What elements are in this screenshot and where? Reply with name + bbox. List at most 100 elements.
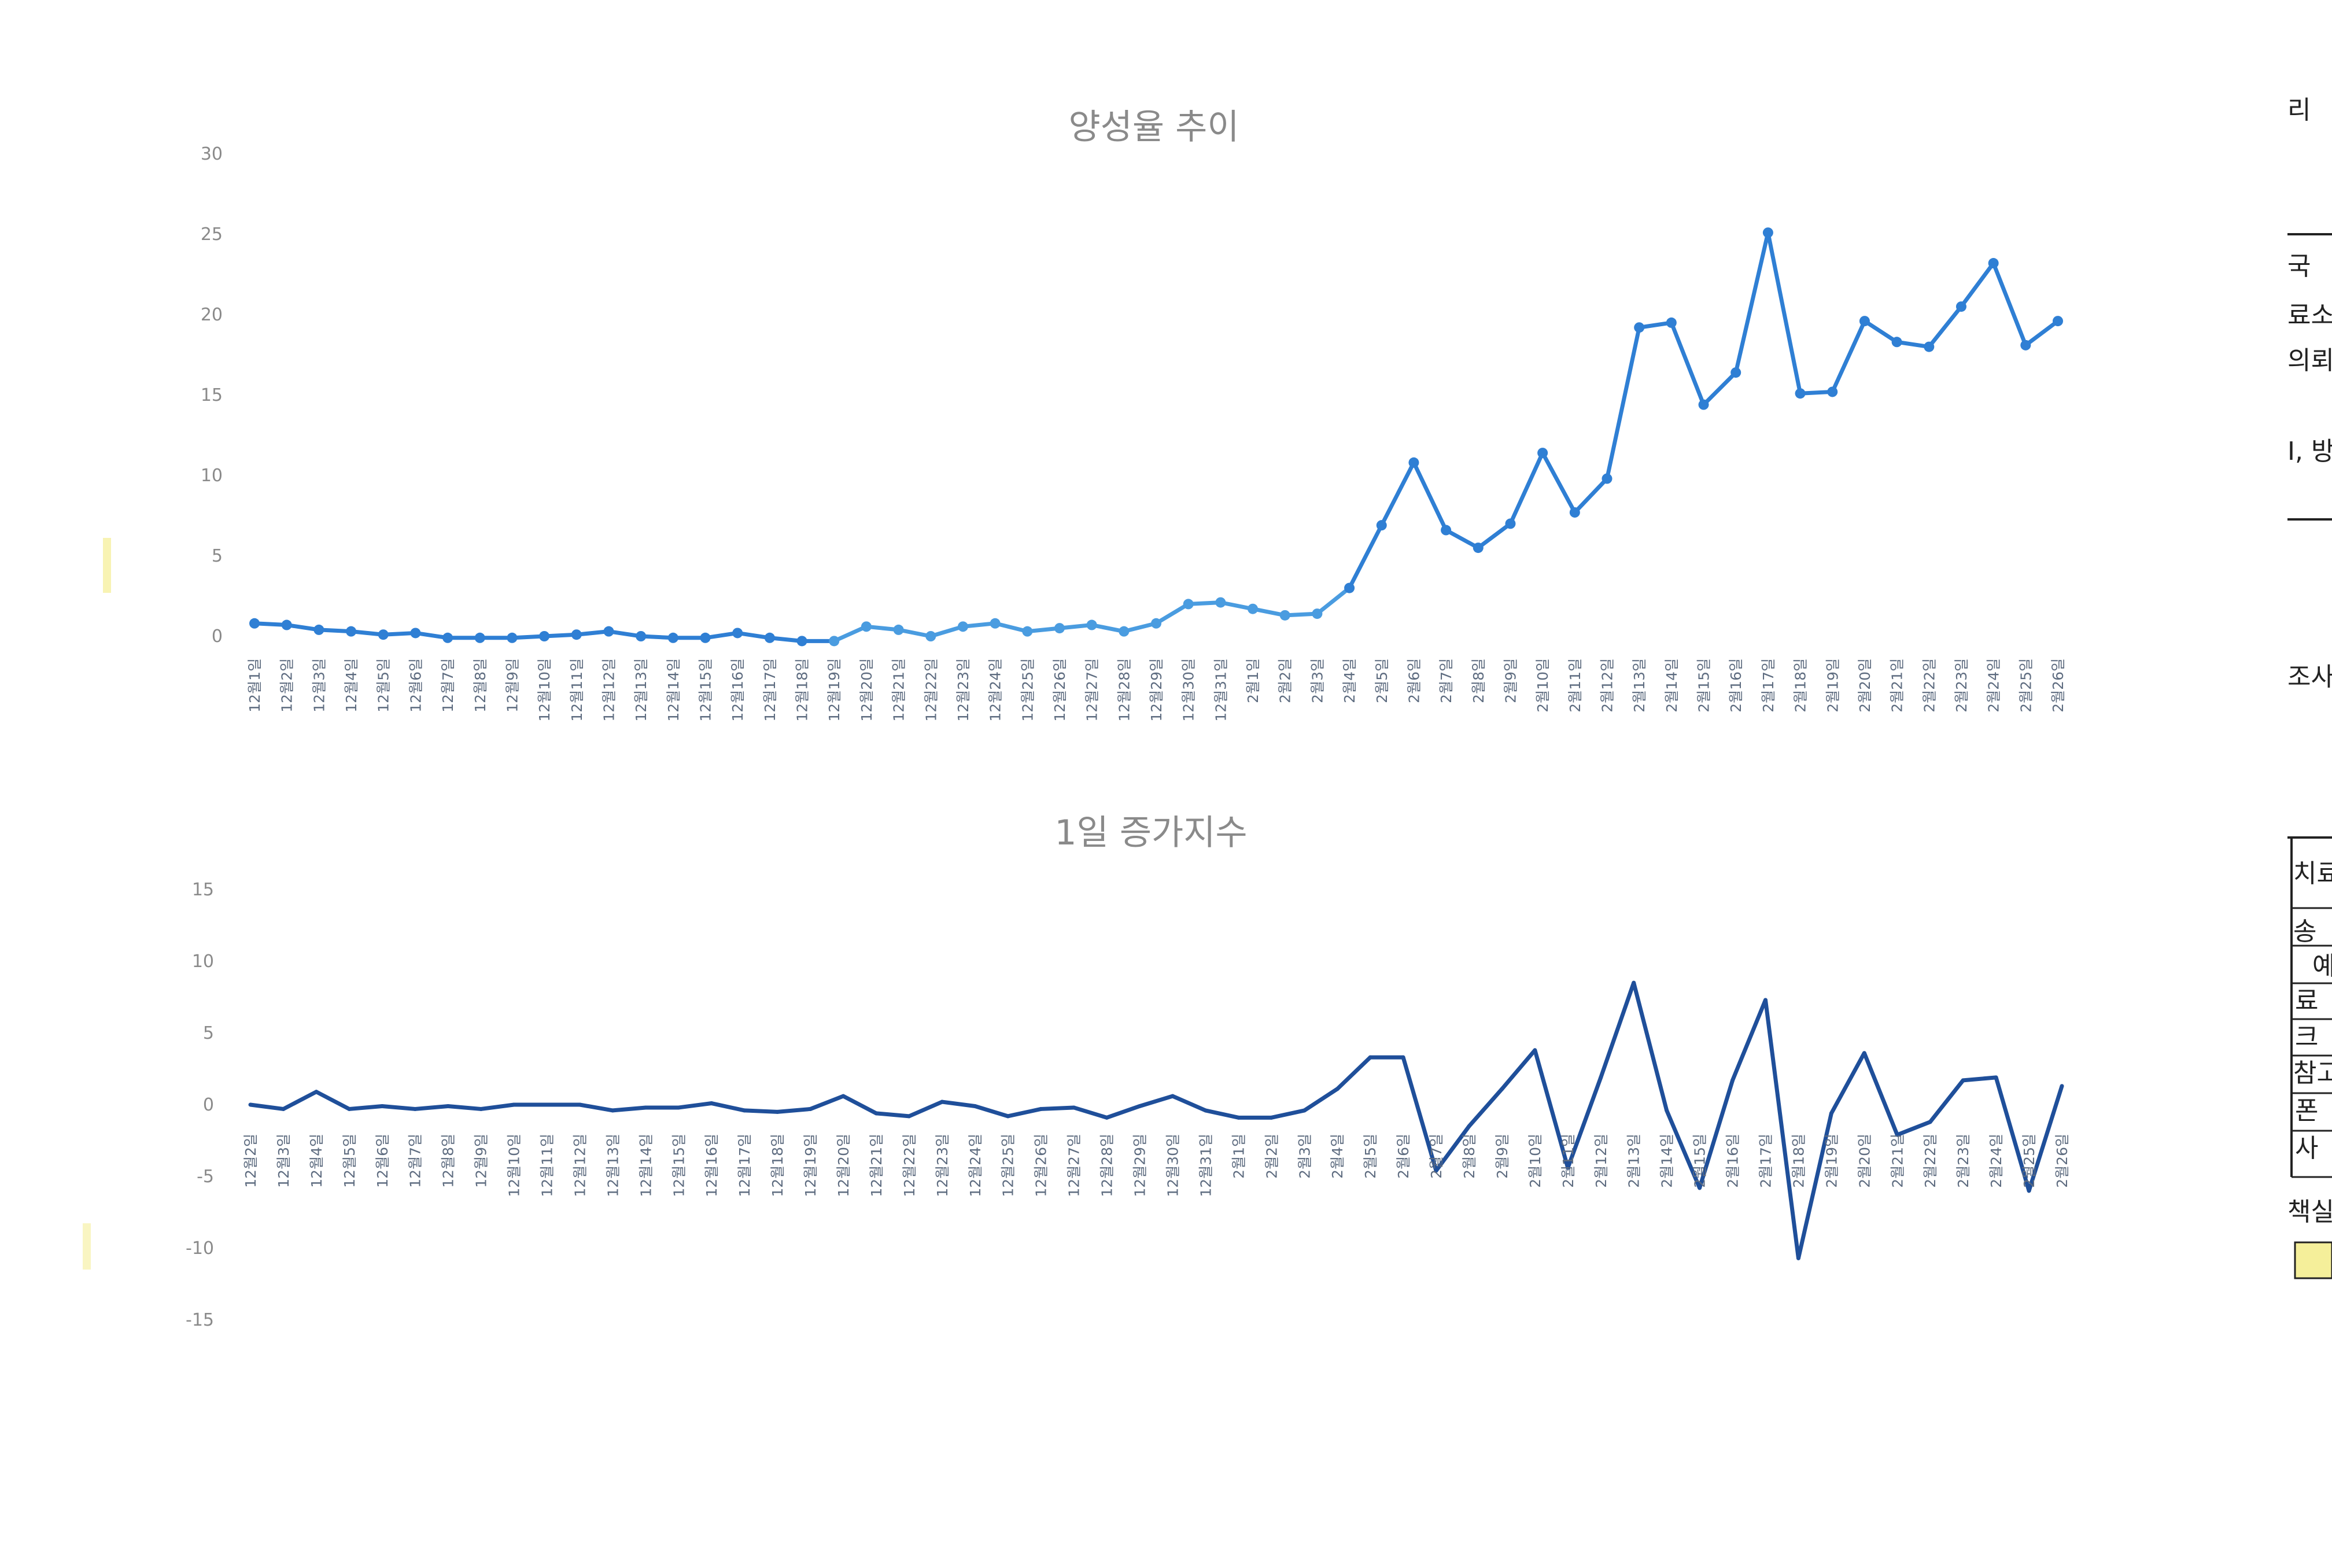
series-line-segment	[1895, 1120, 1932, 1137]
data-point	[1183, 599, 1194, 610]
x-tick-label: 2월26일	[2054, 1134, 2071, 1188]
edge-text: 리	[2287, 95, 2311, 125]
x-tick-label: 2월11일	[1560, 1134, 1577, 1188]
x-tick-label: 12월17일	[736, 1134, 753, 1197]
data-point	[378, 629, 389, 640]
x-tick-label: 12월16일	[729, 658, 746, 722]
series-line-segment	[316, 628, 353, 634]
series-line-segment	[1566, 1075, 1603, 1170]
series-line-segment	[907, 1100, 944, 1119]
data-point	[507, 632, 518, 643]
x-tick-label: 2월23일	[1955, 1134, 1972, 1188]
series-line-segment	[1928, 1078, 1965, 1124]
series-line-segment	[1072, 1105, 1109, 1120]
x-tick-label: 12월9일	[504, 658, 521, 713]
x-tick-label: 2월9일	[1494, 1134, 1511, 1179]
x-tick-label: 12월13일	[604, 1134, 621, 1197]
series-line-segment	[1796, 1111, 1833, 1260]
x-tick-label: 12월30일	[1180, 658, 1197, 722]
x-tick-label: 12월28일	[1099, 1134, 1116, 1197]
data-point	[700, 632, 711, 643]
y-tick-label: -10	[186, 1238, 214, 1259]
edge-text: 송	[2293, 917, 2316, 946]
series-line-segment	[248, 1102, 286, 1111]
data-point	[1795, 388, 1806, 399]
x-tick-label: 2월21일	[1889, 1134, 1906, 1188]
series-line-segment	[775, 1106, 813, 1114]
x-tick-label: 12월23일	[955, 658, 972, 722]
x-tick-label: 12월2일	[242, 1134, 259, 1188]
series-line-segment	[1798, 389, 1835, 396]
y-tick-label: 10	[192, 951, 214, 972]
daily-change-chart: 1일 증가지수 15 10 5 0 -5 -10 -15 12월2일 12월3일 1…	[186, 813, 2071, 1330]
series-line-segment	[841, 1094, 879, 1116]
data-point	[346, 626, 357, 637]
x-tick-label: 12월11일	[569, 658, 585, 722]
y-tick-label: 0	[212, 626, 223, 647]
series-line-segment	[610, 1105, 648, 1113]
x-tick-label: 2월20일	[1856, 1134, 1873, 1188]
y-tick-label: 0	[203, 1095, 214, 1115]
x-tick-label: 2월12일	[1599, 658, 1616, 713]
data-point	[732, 628, 743, 639]
x-tick-label: 2월18일	[1790, 1134, 1807, 1188]
data-point	[764, 632, 775, 643]
x-tick-label: 12월5일	[375, 658, 392, 713]
x-tick-label: 12월15일	[698, 658, 714, 722]
x-tick-label: 2월8일	[1461, 1134, 1478, 1179]
series-line-segment	[1991, 261, 2028, 348]
series-line-segment	[1434, 1124, 1471, 1173]
x-tick-label: 2월5일	[1374, 658, 1390, 703]
x-tick-label: 12월13일	[633, 658, 650, 722]
x-tick-label: 12월6일	[407, 658, 424, 713]
x-tick-label: 12월8일	[472, 658, 489, 713]
data-point	[1408, 457, 1419, 468]
data-point	[1859, 316, 1870, 327]
x-tick-label: 12월4일	[343, 658, 360, 713]
series-line-segment	[703, 630, 740, 640]
data-point	[1022, 626, 1033, 637]
x-tick-label: 2월15일	[1696, 658, 1713, 713]
series-line-segment	[1057, 623, 1094, 630]
series-line-segment	[1335, 1055, 1372, 1091]
series-line-segment	[577, 1102, 615, 1113]
data-point	[281, 619, 292, 630]
series-line-segment	[1090, 623, 1126, 634]
edge-text: 의뢰	[2287, 346, 2332, 375]
series-line-segment	[768, 636, 805, 643]
data-point	[313, 624, 324, 635]
data-point	[861, 621, 872, 632]
data-point	[1344, 582, 1355, 593]
x-tick-label: 2월16일	[1728, 658, 1744, 713]
x-tick-label: 12월22일	[923, 658, 939, 722]
x-tick-label: 2월19일	[1823, 1134, 1840, 1188]
series-line-segment	[1508, 451, 1545, 526]
x-tick-label: 12월15일	[670, 1134, 687, 1197]
x-tick-label: 12월22일	[901, 1134, 918, 1197]
data-point	[474, 632, 485, 643]
series-line-segment	[349, 629, 386, 637]
data-point	[1279, 610, 1290, 621]
x-tick-label: 2월5일	[1362, 1134, 1379, 1179]
series-line-segment	[1411, 460, 1448, 533]
x-tick-label: 12월4일	[308, 1134, 325, 1188]
series-line-segment	[314, 1090, 352, 1111]
y-tick-label: 15	[192, 880, 214, 900]
data-point	[571, 629, 582, 640]
series-line-segment	[1702, 370, 1738, 407]
x-tick-label: 12월31일	[1197, 1134, 1214, 1197]
series-line-segment	[2027, 1084, 2064, 1193]
series-line-segment	[574, 629, 611, 637]
x-tick-label: 2월1일	[1230, 1134, 1247, 1179]
series-line-segment	[1283, 611, 1319, 618]
x-tick-label: 12월28일	[1116, 658, 1132, 722]
series-line-segment	[2023, 319, 2060, 348]
x-tick-label: 2월21일	[1889, 658, 1906, 713]
y-tick-label: 15	[201, 385, 223, 405]
series-line-segment	[832, 624, 869, 643]
series-line-segment	[1862, 1051, 1899, 1137]
series-line-segment	[1186, 600, 1223, 606]
series-line-segment	[1573, 477, 1609, 515]
data-point	[1762, 227, 1773, 238]
edge-text: 참고	[2293, 1058, 2332, 1088]
